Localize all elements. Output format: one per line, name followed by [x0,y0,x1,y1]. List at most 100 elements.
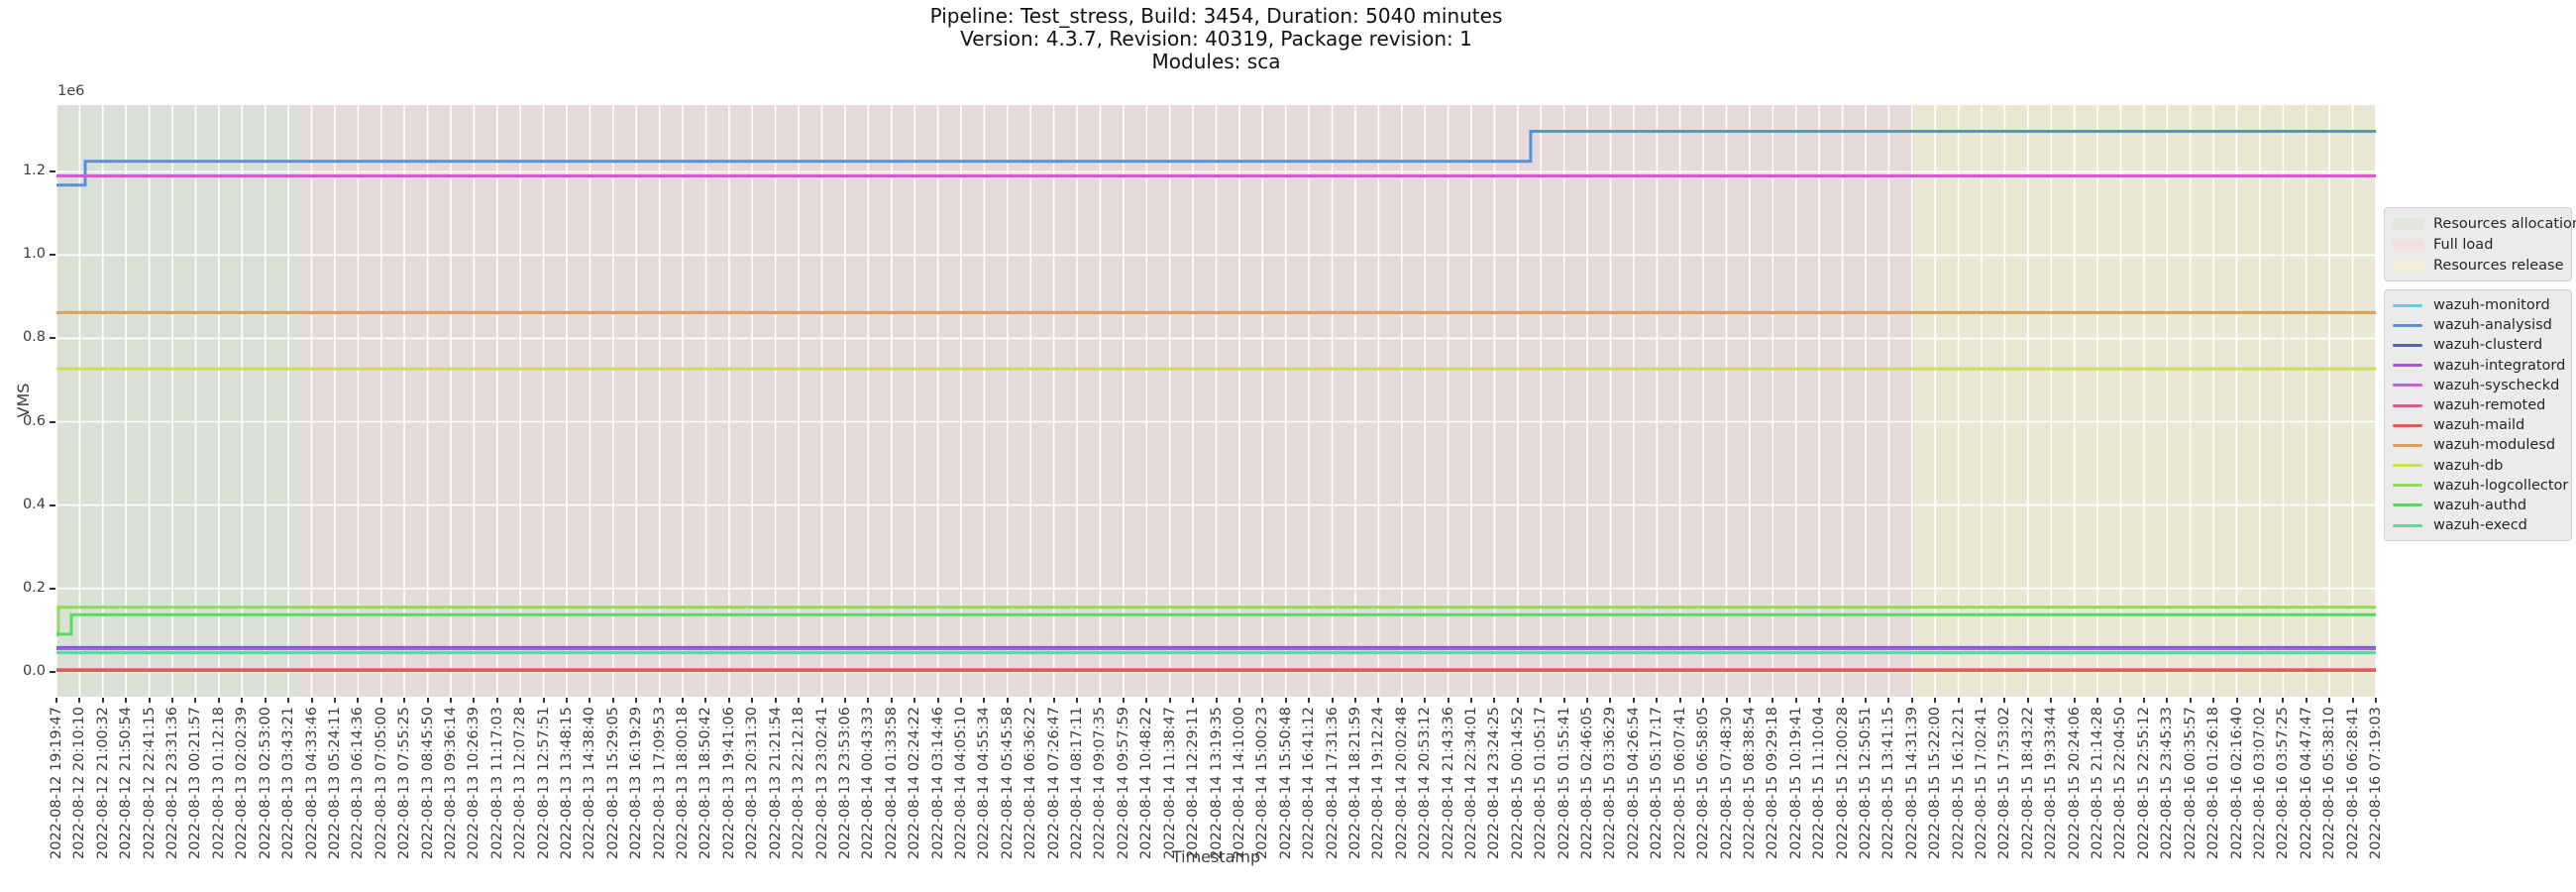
x-tick-mark [194,698,197,703]
x-tick-mark [1237,698,1240,703]
region-full-load [299,105,1915,697]
legend-item: wazuh-integratord [2393,356,2566,376]
x-tick-mark [264,698,267,703]
legend-item: Resources release [2393,255,2564,276]
legend-item: Full load [2393,234,2563,255]
x-tick-mark [333,698,336,703]
x-tick-mark [1562,698,1565,703]
x-tick-mark [820,698,823,703]
x-tick-mark [287,698,290,703]
x-tick-mark [936,698,939,703]
plot-area [56,105,2376,697]
x-tick-mark [55,698,57,703]
x-tick-mark [1725,698,1728,703]
legend-line-sample [2393,423,2422,427]
x-tick-mark [473,698,476,703]
x-tick-mark [1609,698,1612,703]
x-tick-mark [2096,698,2099,703]
x-tick-mark [798,698,801,703]
chart-title-line1: Pipeline: Test_stress, Build: 3454, Dura… [929,4,1503,28]
x-tick-mark [542,698,545,703]
x-tick-mark [1447,698,1449,703]
legend-line-sample [2393,303,2422,307]
legend-item: wazuh-db [2393,456,2563,476]
x-tick-mark [1006,698,1009,703]
x-tick-mark [727,698,730,703]
y-tick-label: 0.6 [22,412,46,429]
x-tick-mark [566,698,569,703]
x-tick-mark [913,698,916,703]
legend-item: wazuh-execd [2393,515,2563,535]
legend-item: wazuh-monitord [2393,295,2563,315]
legend-item: wazuh-analysisd [2393,315,2563,335]
x-tick-mark [171,698,174,703]
x-tick-mark [2258,698,2261,703]
x-tick-mark [1168,698,1171,703]
x-tick-mark [519,698,522,703]
x-tick-mark [867,698,870,703]
legend-line-sample [2393,503,2422,507]
legend-line-sample [2393,364,2422,368]
x-tick-mark [379,698,382,703]
x-tick-mark [890,698,893,703]
legend-color-swatch [2393,238,2424,251]
x-tick-mark [2166,698,2169,703]
legend-color-swatch [2393,259,2424,272]
x-tick-mark [2026,698,2029,703]
x-tick-mark [1424,698,1427,703]
y-tick-mark [50,337,55,340]
x-tick-mark [1308,698,1311,703]
background-regions-legend: Resources allocation Full load Resources r… [2384,207,2576,281]
y-axis-offset-label: 1e6 [57,83,85,99]
x-tick-mark [1771,698,1774,703]
x-tick-mark [751,698,754,703]
x-tick-mark [1400,698,1403,703]
x-tick-mark [2212,698,2215,703]
chart-title: Pipeline: Test_stress, Build: 3454, Dura… [56,5,2376,73]
y-tick-label: 0.0 [22,662,46,679]
x-tick-mark [1331,698,1334,703]
x-tick-mark [1841,698,1844,703]
x-tick-mark [1748,698,1751,703]
x-tick-mark [1818,698,1821,703]
x-tick-mark [1284,698,1287,703]
legend-label: Resources allocation [2433,215,2576,232]
x-tick-mark [78,698,81,703]
y-tick-label: 1.2 [22,163,46,179]
x-tick-mark [241,698,244,703]
chart-title-line2: Version: 4.3.7, Revision: 40319, Package… [960,27,1472,51]
y-tick-mark [50,420,55,423]
x-tick-mark [611,698,614,703]
x-tick-mark [495,698,498,703]
x-tick-mark [704,698,707,703]
x-tick-mark [2119,698,2122,703]
y-tick-mark [50,670,55,673]
x-tick-mark [1586,698,1589,703]
legend-label: wazuh-modulesd [2433,437,2556,454]
x-tick-mark [1864,698,1867,703]
x-tick-mark [1122,698,1125,703]
y-tick-mark [50,170,55,173]
x-tick-mark [2375,698,2377,703]
legend-label: wazuh-clusterd [2433,337,2543,354]
legend-label: wazuh-syscheckd [2433,377,2560,393]
legend-label: wazuh-integratord [2433,357,2566,374]
x-tick-mark [589,698,591,703]
x-tick-mark [1493,698,1496,703]
x-tick-mark [2073,698,2076,703]
x-tick-mark [1678,698,1681,703]
x-tick-mark [959,698,962,703]
x-tick-mark [658,698,661,703]
x-tick-mark [148,698,151,703]
legend-line-sample [2393,464,2422,468]
x-tick-mark [426,698,429,703]
x-tick-mark [2351,698,2354,703]
x-tick-mark [2235,698,2238,703]
legend-item: wazuh-logcollector [2393,476,2568,496]
legend-item: wazuh-authd [2393,496,2563,515]
x-tick-mark [1981,698,1984,703]
y-tick-mark [50,254,55,257]
legend-label: wazuh-remoted [2433,397,2546,414]
y-tick-label: 0.8 [22,329,46,346]
